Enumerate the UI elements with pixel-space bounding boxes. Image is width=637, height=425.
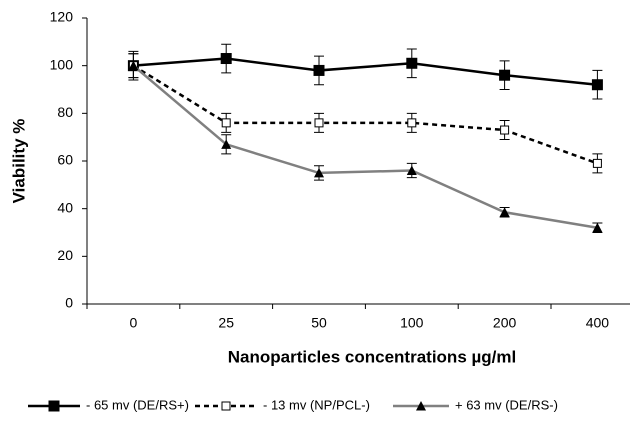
marker	[314, 118, 324, 128]
marker	[592, 222, 603, 233]
marker	[407, 118, 417, 128]
y-tick-label: 100	[50, 56, 74, 72]
series-line	[133, 57, 598, 86]
y-tick-label: 80	[57, 104, 73, 120]
legend-marker	[221, 401, 231, 411]
marker	[499, 69, 511, 81]
marker	[220, 53, 232, 65]
marker	[314, 167, 324, 178]
series	[127, 43, 603, 100]
series-line	[132, 64, 598, 165]
y-tick-label: 40	[57, 199, 73, 215]
legend-label: - 65 mv (DE/RS+)	[86, 397, 189, 412]
marker	[592, 158, 602, 168]
marker	[128, 60, 139, 71]
marker	[406, 165, 417, 176]
marker	[313, 64, 325, 76]
y-tick-label: 120	[50, 9, 74, 25]
legend-label: - 13 mv (NP/PCL-)	[263, 397, 370, 412]
marker	[221, 118, 231, 128]
x-tick-label: 200	[493, 315, 517, 331]
x-tick-label: 100	[400, 315, 424, 331]
y-tick-label: 60	[57, 152, 73, 168]
x-tick-label: 0	[130, 315, 138, 331]
x-tick-label: 25	[218, 315, 234, 331]
y-tick-label: 0	[65, 295, 73, 311]
x-axis-title: Nanoparticles concentrations µg/ml	[228, 347, 516, 366]
x-tick-label: 50	[311, 315, 327, 331]
series	[128, 53, 603, 174]
legend-label: + 63 mv (DE/RS-)	[455, 397, 558, 412]
series	[128, 53, 603, 233]
series-line	[132, 64, 598, 229]
x-tick-label: 400	[586, 315, 610, 331]
marker	[500, 125, 510, 135]
marker	[499, 207, 510, 217]
legend-marker	[48, 400, 60, 412]
legend-marker	[416, 401, 426, 411]
y-axis-title: Viability %	[9, 119, 28, 204]
marker	[591, 79, 603, 91]
marker	[221, 139, 232, 149]
marker	[406, 57, 418, 69]
y-tick-label: 20	[57, 247, 73, 263]
